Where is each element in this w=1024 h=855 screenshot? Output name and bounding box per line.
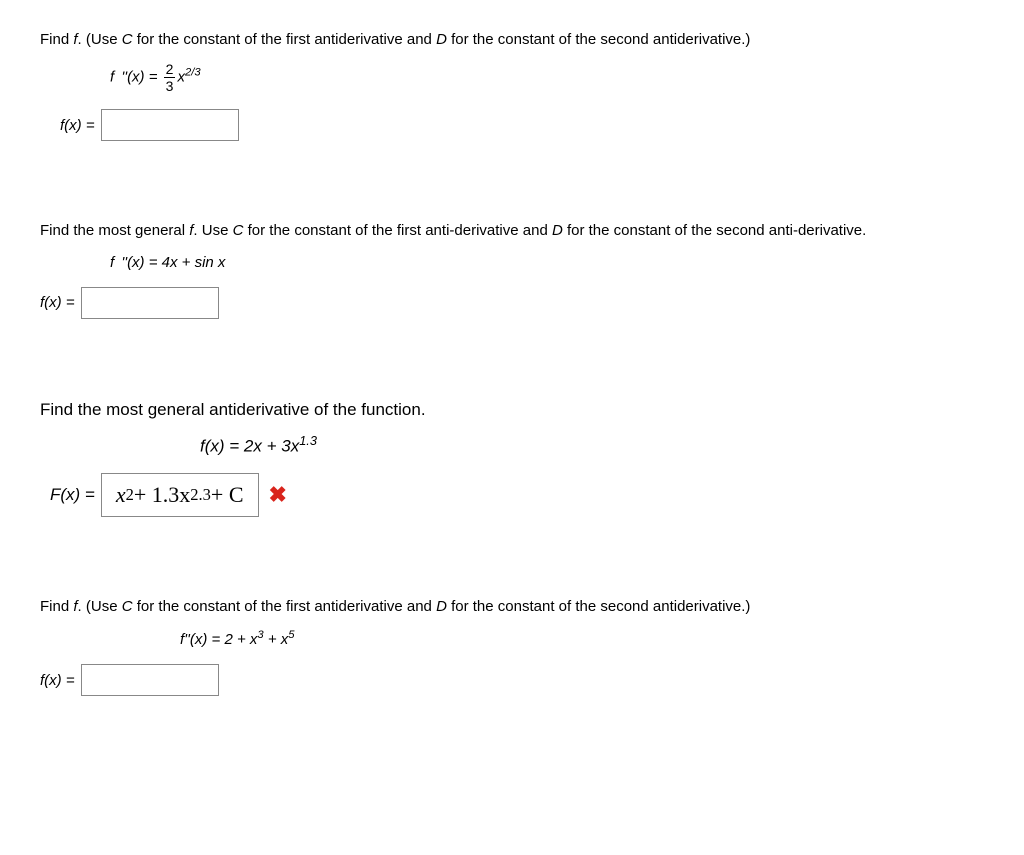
ans-part: x: [116, 482, 126, 508]
problem-4: Find f. (Use C for the constant of the f…: [40, 597, 984, 696]
text: Find: [40, 598, 73, 615]
eq-lhs: f ''(x) =: [110, 69, 162, 86]
denominator: 3: [164, 78, 176, 93]
problem-2-equation: f ''(x) = 4x + sin x: [110, 254, 984, 271]
problem-1-equation: f ''(x) = 2 3 x2/3: [110, 62, 984, 93]
answer-input[interactable]: x2 + 1.3x2.3 + C: [101, 473, 259, 517]
problem-4-prompt: Find f. (Use C for the constant of the f…: [40, 597, 984, 617]
answer-label: F(x) =: [50, 485, 95, 505]
text: . Use: [193, 222, 232, 239]
var-c: C: [122, 31, 133, 48]
var-d: D: [552, 222, 563, 239]
var-d: D: [436, 598, 447, 615]
text: for the constant of the second antideriv…: [447, 31, 751, 48]
problem-4-answer-row: f(x) =: [40, 664, 984, 696]
eq-lhs: f''(x) = 2 + x: [180, 631, 257, 648]
text: for the constant of the second anti-deri…: [563, 222, 867, 239]
text: for the constant of the first anti-deriv…: [243, 222, 552, 239]
ans-part: + 1.3x: [134, 482, 190, 508]
text: for the constant of the first antideriva…: [133, 598, 437, 615]
answer-input[interactable]: [101, 109, 239, 141]
text: . (Use: [78, 31, 122, 48]
problem-2-answer-row: f(x) =: [40, 287, 984, 319]
exponent: 5: [288, 629, 294, 641]
problem-3-answer-row: F(x) = x2 + 1.3x2.3 + C ✖: [50, 473, 984, 517]
text: for the constant of the first antideriva…: [133, 31, 437, 48]
ans-exp: 2.3: [190, 485, 211, 505]
problem-2-prompt: Find the most general f. Use C for the c…: [40, 221, 984, 241]
problem-2: Find the most general f. Use C for the c…: [40, 221, 984, 318]
problem-1: Find f. (Use C for the constant of the f…: [40, 30, 984, 141]
text: Find: [40, 31, 73, 48]
text: Find the most general: [40, 222, 189, 239]
answer-label: f(x) =: [40, 672, 75, 689]
eq-lhs: f(x) = 2x + 3x: [200, 437, 299, 456]
problem-1-prompt: Find f. (Use C for the constant of the f…: [40, 30, 984, 50]
text: for the constant of the second antideriv…: [447, 598, 751, 615]
numerator: 2: [164, 62, 176, 78]
answer-label: f(x) =: [60, 117, 95, 134]
problem-3-prompt: Find the most general antiderivative of …: [40, 399, 984, 422]
var-c: C: [233, 222, 244, 239]
ans-part: + C: [211, 482, 244, 508]
incorrect-icon: ✖: [269, 482, 287, 508]
problem-3-equation: f(x) = 2x + 3x1.3: [200, 433, 984, 457]
exponent: 1.3: [299, 433, 317, 448]
exponent: 2/3: [185, 67, 201, 79]
problem-3: Find the most general antiderivative of …: [40, 399, 984, 518]
var-d: D: [436, 31, 447, 48]
ans-exp: 2: [126, 485, 134, 505]
answer-input[interactable]: [81, 287, 219, 319]
var-c: C: [122, 598, 133, 615]
answer-label: f(x) =: [40, 294, 75, 311]
problem-1-answer-row: f(x) =: [60, 109, 984, 141]
problem-4-equation: f''(x) = 2 + x3 + x5: [180, 629, 984, 648]
fraction: 2 3: [164, 62, 176, 93]
text: . (Use: [78, 598, 122, 615]
answer-input[interactable]: [81, 664, 219, 696]
eq-mid: + x: [264, 631, 289, 648]
base: x: [177, 69, 185, 86]
